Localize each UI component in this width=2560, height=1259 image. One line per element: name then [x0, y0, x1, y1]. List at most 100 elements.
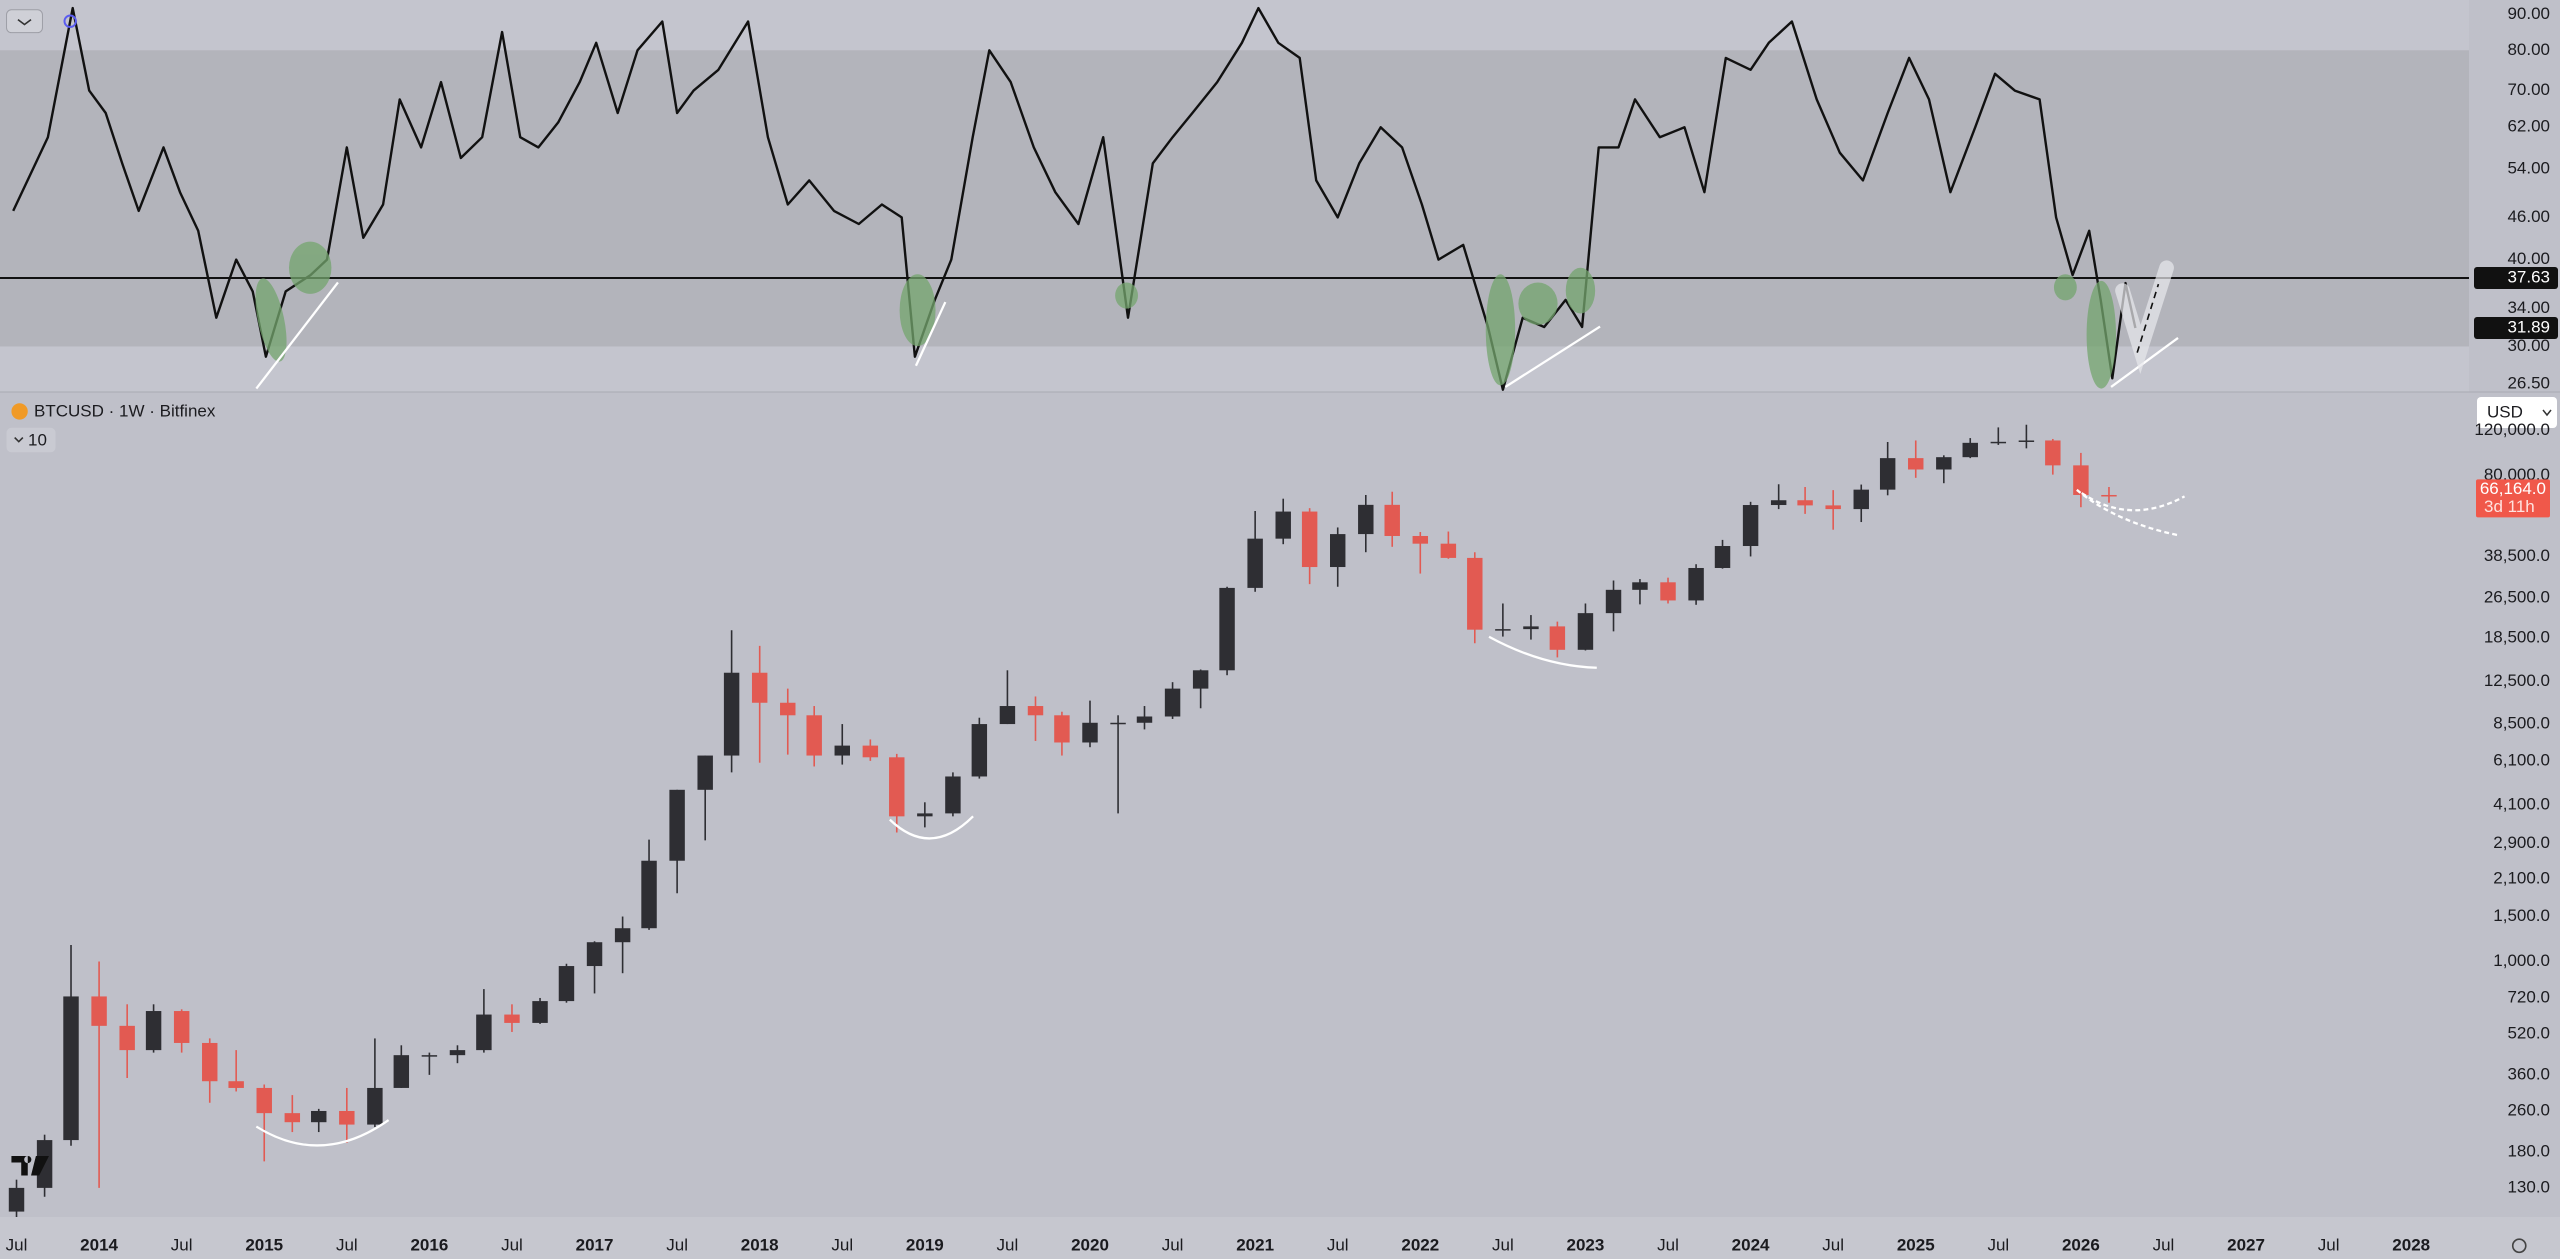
x-tick-label: Jul [501, 1235, 523, 1254]
y-tick-label: 34.00 [2507, 298, 2550, 317]
x-tick-label: 2021 [1236, 1235, 1274, 1254]
x-tick-label: 2016 [410, 1235, 448, 1254]
x-tick-label: 2020 [1071, 1235, 1109, 1254]
candle-body [1742, 505, 1759, 547]
candle-body [1054, 715, 1070, 743]
candle-body [1770, 500, 1787, 506]
currency-label: USD [2487, 402, 2523, 421]
candle-body [228, 1081, 244, 1088]
candle-body [1825, 505, 1841, 510]
candle-body [889, 757, 905, 817]
currency-dropdown[interactable] [2477, 397, 2557, 428]
candle-body [1879, 458, 1896, 490]
x-tick-label: Jul [831, 1235, 853, 1254]
candle-body [1247, 538, 1263, 588]
x-tick-label: Jul [1492, 1235, 1514, 1254]
candle-body [449, 1050, 466, 1056]
candle-body [202, 1042, 218, 1082]
candle-body [1936, 457, 1952, 470]
candle-body [945, 776, 961, 814]
candle-body [999, 706, 1016, 725]
x-tick-label: Jul [2153, 1235, 2175, 1254]
indicator-icon[interactable] [63, 14, 77, 28]
last-value-label: 31.89 [2507, 317, 2550, 336]
candle-body [1358, 504, 1374, 535]
indicators-button[interactable] [6, 427, 56, 453]
x-tick-label: 2019 [906, 1235, 944, 1254]
x-tick-label: 2014 [80, 1235, 118, 1254]
candle-body [586, 942, 603, 967]
y-tick-label: 1,000.0 [2493, 951, 2550, 970]
candle-body [367, 1087, 383, 1125]
candle-body [971, 724, 988, 777]
rsi-line [12, 6, 2137, 391]
candle-body [1495, 629, 1511, 631]
v-highlight [2115, 260, 2174, 375]
candle-body [1688, 567, 1704, 601]
projection-line [2136, 283, 2160, 353]
x-tick-label: 2024 [1732, 1235, 1770, 1254]
countdown-label: 3d 11h [2484, 497, 2535, 516]
time-axis [0, 1217, 2560, 1259]
y-tick-label: 6,100.0 [2493, 750, 2550, 769]
last-value-badge [2474, 317, 2558, 340]
y-tick-label: 130.0 [2507, 1177, 2550, 1196]
candle-body [1219, 587, 1235, 671]
candle-body [1549, 626, 1566, 650]
candle-body [1329, 534, 1346, 568]
chevron [17, 18, 32, 26]
candle-body [834, 745, 850, 756]
candle-body [917, 813, 933, 817]
x-tick-label: 2015 [245, 1235, 283, 1254]
x-tick-label: 2023 [1567, 1235, 1605, 1254]
candle-body [91, 996, 107, 1026]
candle-body [339, 1110, 355, 1125]
candle-body [8, 1187, 25, 1212]
candle-body [1164, 688, 1181, 717]
candle-body [311, 1110, 327, 1123]
candle-body [1714, 546, 1731, 568]
y-tick-label: 90.00 [2507, 4, 2550, 23]
candle-body [532, 1001, 548, 1023]
candle-body [1632, 582, 1648, 590]
y-tick-label: 12,500.0 [2484, 671, 2550, 690]
tv-logo [11, 1155, 49, 1176]
y-tick-label: 80,000.0 [2484, 465, 2550, 484]
candle-body [1027, 706, 1044, 716]
candle-body [1110, 722, 1126, 725]
x-tick-label: Jul [2318, 1235, 2340, 1254]
y-tick-label: 80.00 [2507, 40, 2550, 59]
candle-body [2018, 440, 2035, 442]
settings-icon[interactable] [2511, 1238, 2527, 1254]
x-tick-label: Jul [1987, 1235, 2009, 1254]
y-tick-label: 62.00 [2507, 117, 2550, 136]
chevron [14, 436, 24, 443]
x-tick-label: Jul [1327, 1235, 1349, 1254]
y-tick-label: 1,500.0 [2493, 906, 2550, 925]
candle-body [1523, 626, 1539, 630]
symbol-title: BTCUSD · 1W · Bitfinex [34, 401, 216, 420]
y-tick-label: 520.0 [2507, 1024, 2550, 1043]
candle-body [1962, 442, 1978, 458]
candle-body [1136, 716, 1153, 723]
candle-body [1192, 670, 1209, 689]
price-label: 66,164.0 [2480, 479, 2546, 498]
candle-body [1275, 511, 1291, 539]
candle-body [393, 1055, 410, 1088]
candle-body [2073, 465, 2089, 495]
y-tick-label: 180.0 [2507, 1141, 2550, 1160]
indicators-count[interactable]: 10 [28, 430, 47, 449]
collapse-button[interactable] [6, 9, 43, 34]
highlight-blobs [255, 241, 2116, 389]
y-tick-label: 38,500.0 [2484, 546, 2550, 565]
candle-body [1301, 511, 1318, 568]
x-tick-label: Jul [171, 1235, 193, 1254]
y-tick-label: 40.00 [2507, 249, 2550, 268]
y-tick-label: 46.00 [2507, 207, 2550, 226]
y-tick-label: 54.00 [2507, 158, 2550, 177]
candle-body [145, 1011, 162, 1051]
x-tick-label: Jul [997, 1235, 1019, 1254]
candle-body [1384, 504, 1400, 536]
candle-body [697, 755, 713, 790]
candle-body [1412, 535, 1429, 544]
